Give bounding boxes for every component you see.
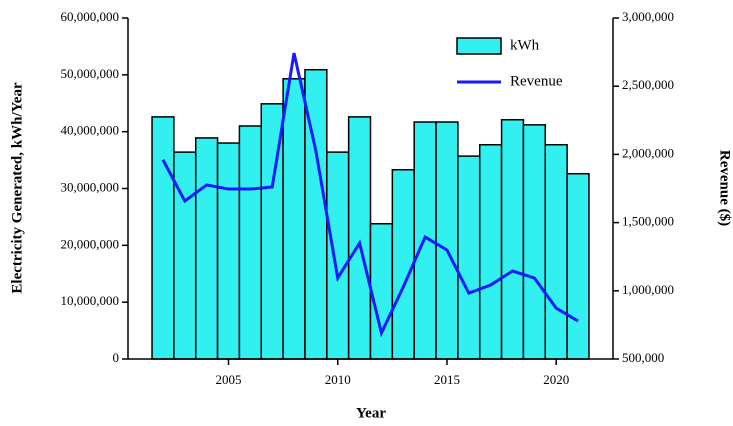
y2-axis-label: Revenue ($)	[717, 150, 733, 226]
y-axis-label: Electricity Generated, kWh/Year	[9, 82, 25, 294]
x-axis-label: Year	[356, 405, 386, 421]
bar	[151, 116, 175, 360]
bar	[282, 78, 306, 360]
bar	[457, 155, 481, 360]
bar	[391, 168, 415, 360]
bar	[216, 142, 241, 360]
y2-tick-label: 2,000,000	[622, 145, 674, 160]
y2-tick-label: 2,500,000	[622, 77, 674, 92]
bar	[173, 151, 197, 360]
bar	[238, 125, 263, 360]
y2-tick-label: 500,000	[622, 350, 664, 365]
y2-tick-label: 1,000,000	[622, 282, 674, 297]
y2-tick-label: 1,500,000	[622, 214, 674, 229]
bar	[369, 222, 394, 360]
bar	[544, 143, 568, 360]
legend-label: kWh	[510, 37, 540, 53]
x-tick-label: 2015	[434, 372, 460, 387]
x-tick-label: 2020	[543, 372, 569, 387]
legend-label: Revenue	[510, 73, 563, 89]
bar	[347, 116, 372, 360]
y-tick-label: 60,000,000	[61, 9, 120, 24]
bar	[500, 118, 525, 360]
y-tick-label: 30,000,000	[61, 179, 120, 194]
legend-swatch	[456, 37, 502, 55]
line	[161, 52, 579, 338]
y-tick-label: 20,000,000	[61, 236, 120, 251]
y2-tick-label: 3,000,000	[622, 9, 674, 24]
x-tick-label: 2005	[215, 372, 241, 387]
x-tick-label: 2010	[325, 372, 351, 387]
bar	[326, 151, 350, 360]
y-tick-label: 10,000,000	[61, 293, 120, 308]
y-tick-label: 50,000,000	[61, 66, 120, 81]
y-tick-label: 0	[113, 350, 120, 365]
bar	[478, 143, 503, 360]
y-tick-label: 40,000,000	[61, 123, 120, 138]
bar	[435, 121, 459, 360]
bar	[522, 124, 547, 360]
bar	[566, 172, 590, 360]
bar	[194, 137, 219, 360]
